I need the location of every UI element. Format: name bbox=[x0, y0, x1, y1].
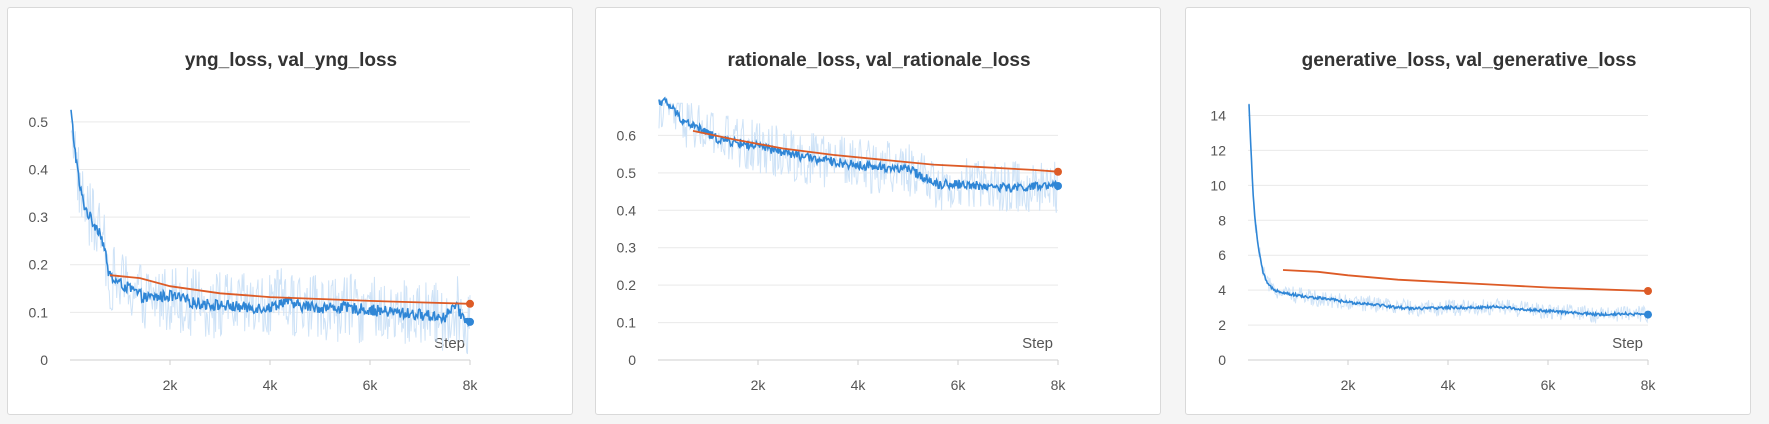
train-line bbox=[658, 96, 1059, 194]
val-line bbox=[1282, 269, 1649, 292]
chart-svg-generative-loss: generative_loss, val_generative_loss 0 2 4 6… bbox=[1210, 50, 1657, 393]
x-tick-label: 2k bbox=[751, 377, 767, 393]
train-end-point bbox=[466, 317, 474, 326]
chart-title: yng_loss, val_yng_loss bbox=[185, 50, 397, 71]
y-tick-label: 0.1 bbox=[617, 315, 637, 331]
y-tick-label: 14 bbox=[1210, 107, 1226, 123]
val-line bbox=[109, 274, 471, 305]
y-tick-label: 0.3 bbox=[617, 240, 637, 256]
y-tick-label: 0.4 bbox=[29, 161, 49, 177]
train-raw-line bbox=[70, 128, 471, 355]
y-tick-label: 4 bbox=[1218, 282, 1226, 298]
x-tick-label: 8k bbox=[1641, 377, 1657, 393]
x-tick-label: 4k bbox=[851, 377, 867, 393]
y-tick-label: 0.2 bbox=[617, 277, 637, 293]
y-tick-label: 0.5 bbox=[29, 114, 49, 130]
x-tick-label: 8k bbox=[1051, 377, 1067, 393]
val-end-point bbox=[1644, 287, 1652, 296]
x-tick-label: 2k bbox=[1341, 377, 1357, 393]
y-tick-label: 0.4 bbox=[617, 202, 637, 218]
train-line bbox=[1248, 104, 1649, 318]
val-line bbox=[692, 130, 1059, 173]
y-tick-label: 8 bbox=[1218, 212, 1226, 228]
y-tick-label: 0 bbox=[1218, 352, 1226, 368]
x-tick-label: 2k bbox=[163, 377, 179, 393]
val-end-point bbox=[466, 299, 474, 308]
chart-title: generative_loss, val_generative_loss bbox=[1302, 50, 1637, 71]
y-tick-label: 0 bbox=[628, 352, 636, 368]
val-end-point bbox=[1054, 167, 1062, 176]
chart-svg-yng-loss: yng_loss, val_yng_loss 0 0.1 0.2 0.3 0.4 0.5 2k… bbox=[29, 50, 479, 393]
x-axis-label: Step bbox=[1612, 335, 1643, 352]
x-tick-label: 6k bbox=[951, 377, 967, 393]
train-end-point bbox=[1644, 310, 1652, 319]
y-tick-label: 10 bbox=[1210, 177, 1226, 193]
x-tick-label: 6k bbox=[1541, 377, 1557, 393]
x-tick-label: 8k bbox=[463, 377, 479, 393]
x-tick-label: 4k bbox=[263, 377, 279, 393]
y-tick-label: 0.6 bbox=[617, 127, 637, 143]
y-tick-label: 0.5 bbox=[617, 165, 637, 181]
chart-title: rationale_loss, val_rationale_loss bbox=[727, 50, 1030, 71]
y-tick-label: 0.3 bbox=[29, 209, 49, 225]
y-tick-label: 12 bbox=[1210, 142, 1226, 158]
y-tick-label: 0.2 bbox=[29, 257, 49, 273]
y-tick-label: 0 bbox=[40, 352, 48, 368]
chart-panel-rationale-loss: rationale_loss, val_rationale_loss 0 0.1 0.… bbox=[595, 7, 1161, 415]
chart-svg-rationale-loss: rationale_loss, val_rationale_loss 0 0.1 0.… bbox=[617, 50, 1067, 393]
train-raw-line bbox=[1248, 103, 1649, 325]
y-tick-label: 0.1 bbox=[29, 304, 49, 320]
x-axis-label: Step bbox=[1022, 335, 1053, 352]
x-tick-label: 4k bbox=[1441, 377, 1457, 393]
y-tick-label: 6 bbox=[1218, 247, 1226, 263]
train-line bbox=[70, 109, 471, 328]
x-axis-label: Step bbox=[434, 335, 465, 352]
train-end-point bbox=[1054, 181, 1062, 190]
chart-panel-generative-loss: generative_loss, val_generative_loss 0 2 4 6… bbox=[1185, 7, 1751, 415]
chart-panel-yng-loss: yng_loss, val_yng_loss 0 0.1 0.2 0.3 0.4 0.5 2k… bbox=[7, 7, 573, 415]
y-tick-label: 2 bbox=[1218, 317, 1226, 333]
x-tick-label: 6k bbox=[363, 377, 379, 393]
